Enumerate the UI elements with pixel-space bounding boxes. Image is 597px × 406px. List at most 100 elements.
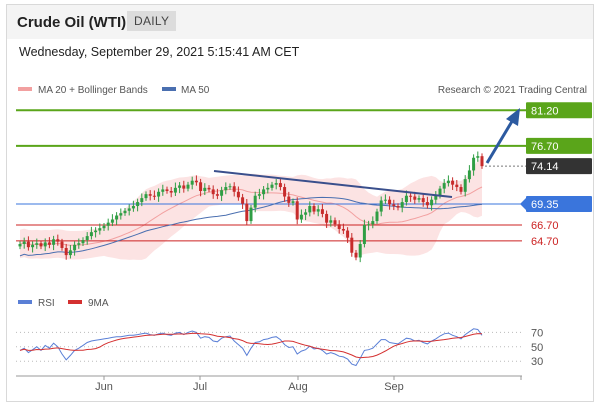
candle-body: [413, 196, 417, 200]
candle-body: [232, 186, 236, 192]
candle-body: [312, 206, 316, 212]
level-tags: 81.20 76.70 74.14 69.35 66.70 64.70: [520, 102, 592, 248]
candle-body: [31, 244, 35, 248]
candle-body: [161, 189, 165, 192]
candle-body: [249, 207, 253, 222]
ma9-legend-swatch: [68, 300, 82, 304]
candle-body: [346, 230, 350, 238]
candle-body: [283, 187, 287, 197]
candle-body: [152, 195, 156, 197]
candle-body: [266, 187, 270, 190]
candle-body: [409, 195, 413, 197]
candle-body: [459, 187, 463, 192]
candle-body: [26, 241, 30, 248]
candle-body: [278, 183, 282, 188]
rsi-legend-label: RSI: [38, 298, 55, 309]
candle-body: [94, 230, 98, 233]
candle-body: [299, 214, 303, 220]
candle-body: [379, 200, 383, 212]
candle-body: [64, 247, 68, 256]
x-tick-label-jun: Jun: [95, 381, 113, 393]
ma50-legend-label: MA 50: [181, 85, 210, 96]
candle-body: [341, 228, 345, 231]
candle-body: [325, 213, 329, 223]
level-label-64.70: 64.70: [531, 236, 559, 248]
candle-body: [472, 157, 476, 171]
candle-body: [43, 242, 47, 247]
candle-body: [396, 206, 400, 208]
candle-body: [18, 244, 22, 247]
candle-body: [169, 191, 173, 193]
rsi-tick-30: 30: [531, 356, 543, 368]
candle-body: [455, 184, 459, 188]
candle-body: [81, 240, 85, 244]
projection-arrow-head: [506, 108, 520, 126]
candle-body: [476, 156, 480, 158]
candle-body: [417, 198, 421, 200]
candle-body: [106, 222, 110, 226]
level-tag-76.70: [526, 137, 592, 154]
candle-body: [186, 184, 190, 189]
candle-body: [434, 195, 438, 200]
candle-body: [220, 190, 224, 196]
level-tag-text-74.14: 74.14: [531, 161, 559, 173]
ma20-legend-label: MA 20 + Bollinger Bands: [38, 85, 148, 96]
x-tick-label-jul: Jul: [193, 381, 207, 393]
level-label-66.70: 66.70: [531, 220, 559, 232]
candle-body: [215, 194, 219, 196]
candle-body: [140, 198, 144, 203]
candle-body: [337, 224, 341, 229]
candle-body: [47, 242, 51, 245]
candle-body: [144, 194, 148, 199]
candle-body: [421, 198, 425, 203]
candle-body: [127, 208, 131, 211]
candle-body: [467, 170, 471, 180]
candle-body: [157, 191, 161, 197]
candle-body: [110, 219, 114, 223]
timeframe-badge[interactable]: DAILY: [127, 11, 177, 31]
rsi-legend-swatch: [18, 300, 32, 304]
candle-body: [211, 189, 215, 195]
rsi-ma9-line: [19, 332, 483, 359]
level-tag-81.20: [526, 102, 592, 119]
candle-body: [438, 188, 442, 196]
candle-body: [291, 201, 295, 203]
projection-arrow-shaft: [485, 117, 516, 164]
candle-body: [52, 239, 56, 245]
level-tag-text-76.70: 76.70: [531, 141, 559, 153]
candle-body: [73, 244, 77, 251]
resistance-trendline: [213, 170, 453, 198]
credit-text: Research © 2021 Trading Central: [438, 85, 587, 96]
candle-body: [270, 184, 274, 188]
x-axis: Jun Jul Aug Sep: [16, 375, 522, 393]
candle-body: [115, 215, 119, 220]
level-tag-text-69.35: 69.35: [531, 199, 559, 211]
x-tick-label-aug: Aug: [288, 381, 308, 393]
candle-body: [308, 206, 312, 213]
candle-body: [131, 206, 135, 209]
candle-body: [451, 180, 455, 185]
candle-body: [199, 182, 203, 191]
candle-body: [304, 212, 308, 215]
level-tag-pointer: [520, 198, 526, 211]
candle-body: [190, 180, 194, 185]
candle-body: [194, 180, 198, 183]
candle-body: [383, 199, 387, 201]
candle-body: [430, 199, 434, 206]
candle-body: [354, 252, 358, 258]
candle-body: [119, 213, 123, 216]
candle-body: [350, 237, 354, 253]
candle-body: [224, 187, 228, 191]
candle-body: [203, 187, 207, 191]
chart-frame: Crude Oil (WTI) DAILY Wednesday, Septemb…: [6, 4, 594, 402]
candle-body: [60, 241, 64, 248]
candle-body: [425, 202, 429, 206]
candle-body: [207, 187, 211, 190]
candle-body: [173, 187, 177, 193]
candle-body: [228, 186, 232, 188]
candle-body: [89, 232, 93, 237]
ma20-line: [19, 186, 483, 246]
candle-body: [333, 220, 337, 225]
candle-body: [442, 183, 446, 189]
candle-body: [329, 220, 333, 223]
